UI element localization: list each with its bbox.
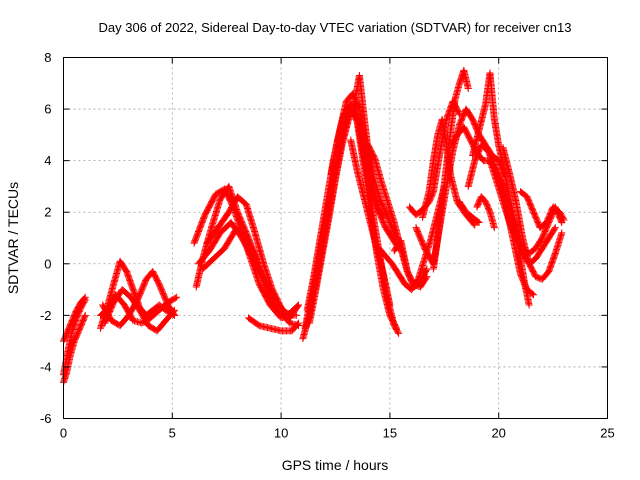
data-point bbox=[81, 297, 89, 305]
data-point bbox=[81, 296, 89, 304]
y-tick-label: 6 bbox=[44, 102, 51, 117]
y-tick-label: -4 bbox=[40, 359, 52, 374]
data-point bbox=[81, 313, 89, 321]
y-tick-label: 0 bbox=[44, 256, 51, 271]
data-point bbox=[170, 306, 178, 314]
data-point bbox=[295, 319, 303, 327]
y-tick-label: -2 bbox=[40, 308, 52, 323]
data-point bbox=[294, 302, 302, 310]
data-point bbox=[294, 320, 302, 328]
y-tick-label: -6 bbox=[40, 411, 52, 426]
data-point bbox=[394, 328, 402, 336]
x-tick-label: 25 bbox=[600, 426, 614, 441]
data-point bbox=[81, 311, 89, 319]
x-tick-label: 20 bbox=[491, 426, 505, 441]
y-axis-label: SDTVAR / TECUs bbox=[5, 182, 21, 294]
grid-lines bbox=[63, 57, 608, 419]
x-tick-label: 15 bbox=[383, 426, 397, 441]
data-point bbox=[173, 293, 181, 301]
data-point bbox=[392, 323, 400, 331]
data-point bbox=[171, 294, 179, 302]
y-tick-labels: -6 -4 -2 0 2 4 6 8 bbox=[40, 50, 52, 426]
x-tick-label: 5 bbox=[169, 426, 176, 441]
x-tick-label: 0 bbox=[60, 426, 67, 441]
data-point bbox=[392, 324, 400, 332]
data-point bbox=[295, 301, 303, 309]
x-tick-label: 10 bbox=[274, 426, 288, 441]
y-tick-label: 4 bbox=[44, 153, 51, 168]
y-tick-label: 2 bbox=[44, 205, 51, 220]
chart-title: Day 306 of 2022, Sidereal Day-to-day VTE… bbox=[98, 20, 571, 35]
data-points bbox=[60, 66, 568, 386]
y-tick-label: 8 bbox=[44, 50, 51, 65]
x-tick-labels: 0 5 10 15 20 25 bbox=[60, 426, 615, 441]
x-axis-label: GPS time / hours bbox=[282, 457, 389, 473]
data-point bbox=[170, 307, 178, 315]
data-point bbox=[395, 329, 403, 337]
